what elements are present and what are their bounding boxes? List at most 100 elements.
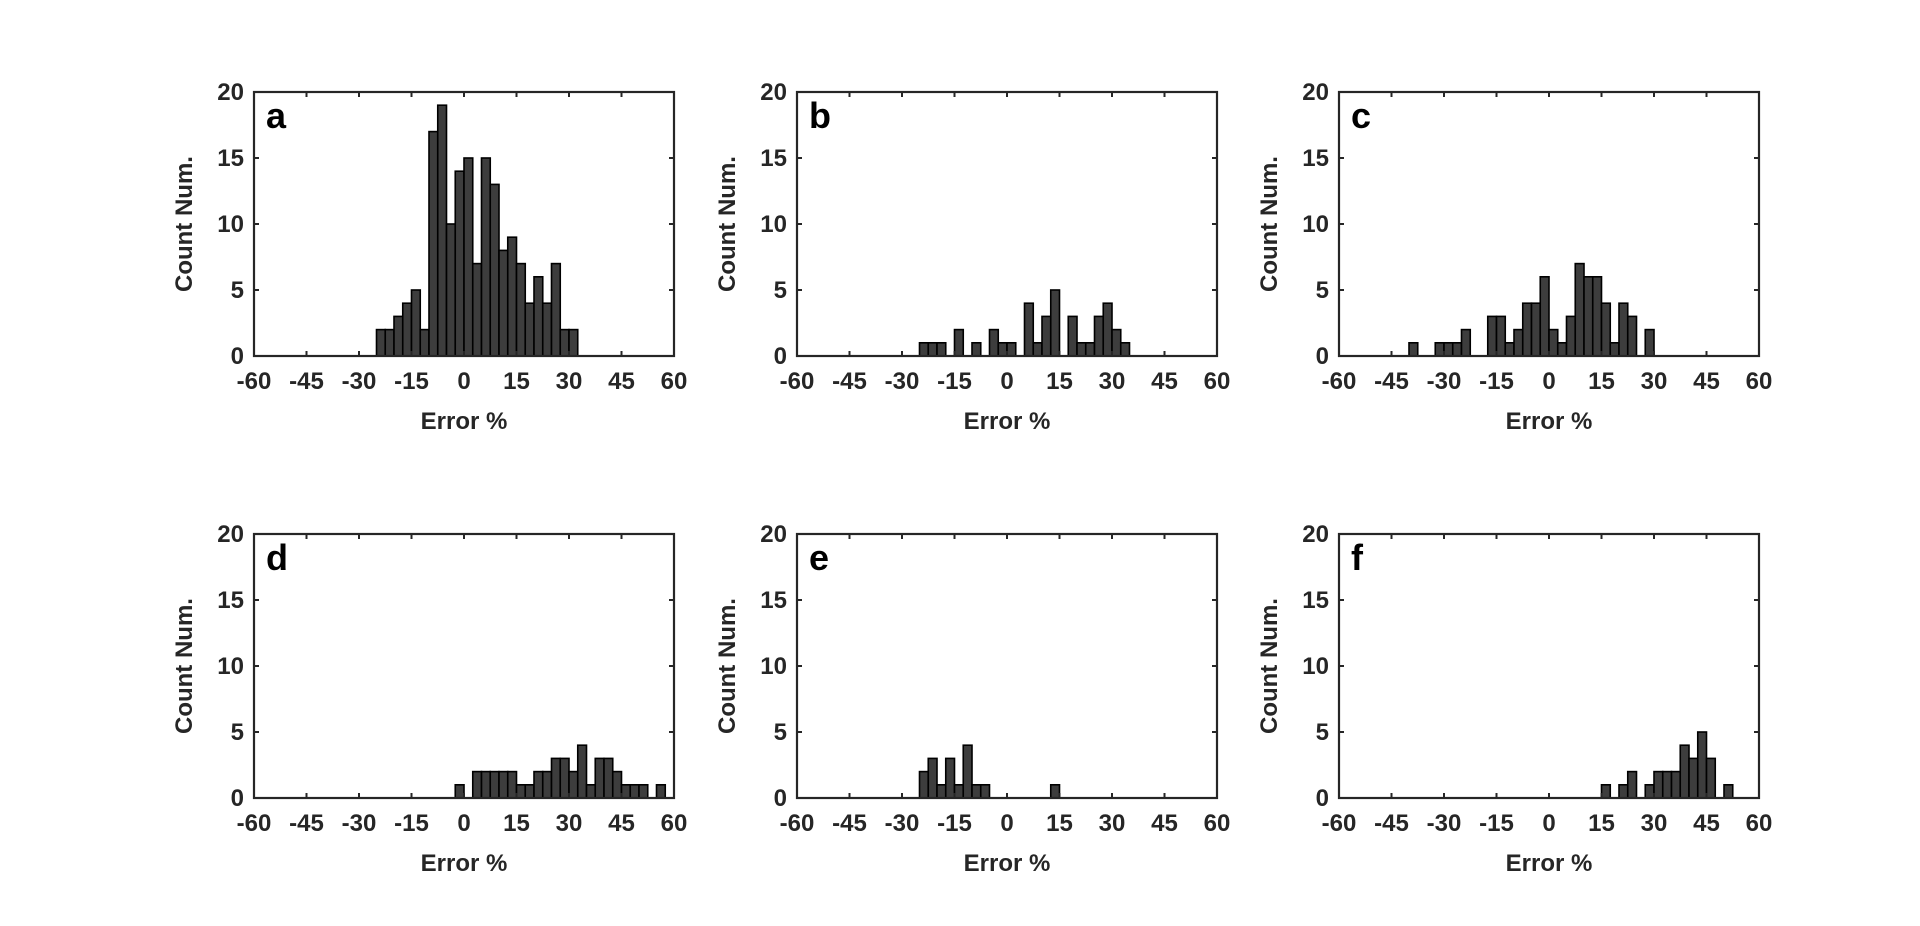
y-tick-label: 20 — [217, 521, 244, 548]
histogram-bar — [1600, 302, 1612, 357]
histogram-bar — [1644, 783, 1655, 799]
histogram-bar — [1661, 770, 1673, 799]
y-tick-label: 15 — [217, 587, 244, 614]
histogram-bar — [1723, 783, 1734, 799]
histogram-bar — [603, 757, 614, 799]
histogram-bar — [463, 157, 474, 357]
histogram-bar — [1530, 302, 1542, 357]
histogram-bar — [1006, 341, 1017, 357]
x-tick-label: 15 — [503, 368, 530, 395]
histogram-bar — [1076, 341, 1087, 357]
x-tick-label: 0 — [1000, 368, 1013, 395]
x-tick-label: -30 — [342, 810, 377, 837]
histogram-bar — [454, 170, 465, 357]
y-tick-label: 5 — [1316, 719, 1329, 746]
histogram-bar — [1408, 341, 1419, 357]
x-tick-label: 30 — [1641, 810, 1668, 837]
histogram-bar — [419, 328, 430, 357]
histogram-bar — [498, 770, 509, 799]
y-axis-label: Count Num. — [1256, 156, 1283, 292]
histogram-bar — [1548, 328, 1559, 357]
x-tick-label: 60 — [1204, 368, 1231, 395]
histogram-bar — [568, 770, 579, 799]
histogram-bar — [541, 302, 553, 357]
y-tick-label: 0 — [774, 343, 787, 370]
x-tick-label: -45 — [832, 810, 867, 837]
y-tick-label: 15 — [1302, 587, 1329, 614]
histogram-bar — [393, 315, 404, 357]
x-axis-label: Error % — [421, 408, 508, 435]
y-tick-label: 20 — [1302, 521, 1329, 548]
histogram-bar — [1513, 328, 1524, 357]
histogram-bar — [1600, 783, 1612, 799]
histogram-bar — [1049, 783, 1061, 799]
y-tick-label: 15 — [1302, 145, 1329, 172]
histogram-bar — [1670, 770, 1682, 799]
histogram-bar — [979, 783, 991, 799]
histogram-bar — [480, 770, 492, 799]
histogram-bar — [506, 770, 518, 799]
histogram-bar — [428, 130, 439, 357]
y-tick-label: 15 — [217, 145, 244, 172]
x-tick-label: -45 — [1374, 368, 1409, 395]
histogram-bar — [524, 783, 535, 799]
x-tick-label: 0 — [1542, 368, 1555, 395]
y-tick-label: 5 — [774, 719, 787, 746]
x-tick-label: 45 — [608, 810, 635, 837]
histogram-bar — [1504, 341, 1515, 357]
histogram-bar — [1618, 302, 1629, 357]
x-tick-label: 30 — [1099, 368, 1126, 395]
x-tick-label: 30 — [1099, 810, 1126, 837]
histogram-bar — [506, 236, 518, 357]
x-axis-label: Error % — [421, 850, 508, 877]
histogram-bar — [454, 783, 465, 799]
x-tick-label: 45 — [1151, 810, 1178, 837]
x-tick-label: 60 — [661, 810, 688, 837]
panel-letter: a — [266, 95, 287, 136]
x-tick-label: 15 — [1046, 810, 1073, 837]
x-tick-label: -30 — [342, 368, 377, 395]
histogram-bar — [515, 783, 527, 799]
histogram-bar — [1451, 341, 1463, 357]
histogram-bar — [436, 104, 448, 357]
panel-letter: c — [1351, 95, 1371, 136]
histogram-bar — [927, 341, 938, 357]
histogram-bar — [988, 328, 1000, 357]
x-tick-label: 45 — [1151, 368, 1178, 395]
x-tick-label: -45 — [289, 368, 324, 395]
histogram-bar — [1111, 328, 1122, 357]
x-tick-label: -60 — [780, 810, 815, 837]
x-tick-label: 30 — [556, 368, 583, 395]
x-tick-label: -60 — [237, 810, 272, 837]
histogram-bar — [1583, 275, 1594, 357]
histogram-bar — [953, 783, 965, 799]
y-tick-label: 0 — [774, 785, 787, 812]
histogram-bar — [480, 157, 492, 357]
x-tick-label: -30 — [1427, 810, 1462, 837]
histogram-bar — [1486, 315, 1498, 357]
x-tick-label: -60 — [237, 368, 272, 395]
y-tick-label: 5 — [231, 277, 244, 304]
histogram-bar — [638, 783, 649, 799]
histogram-bar — [1495, 315, 1507, 357]
histogram-bar — [550, 262, 562, 357]
x-axis-label: Error % — [964, 408, 1051, 435]
y-tick-label: 20 — [760, 79, 787, 106]
histogram-bar — [1644, 328, 1655, 357]
histogram-bar — [498, 249, 509, 357]
x-tick-label: -15 — [394, 810, 429, 837]
x-tick-label: 0 — [457, 810, 470, 837]
x-tick-label: -30 — [1427, 368, 1462, 395]
histogram-bar — [971, 341, 982, 357]
x-tick-label: -15 — [394, 368, 429, 395]
y-tick-label: 10 — [217, 211, 244, 238]
histogram-bar — [559, 328, 570, 357]
histogram-bar — [401, 302, 413, 357]
y-tick-label: 15 — [760, 145, 787, 172]
histogram-bar — [1067, 315, 1078, 357]
histogram-bar — [585, 783, 597, 799]
histogram-bar — [620, 783, 632, 799]
y-tick-label: 20 — [760, 521, 787, 548]
histogram-bar — [1443, 341, 1454, 357]
histogram-bar — [953, 328, 965, 357]
